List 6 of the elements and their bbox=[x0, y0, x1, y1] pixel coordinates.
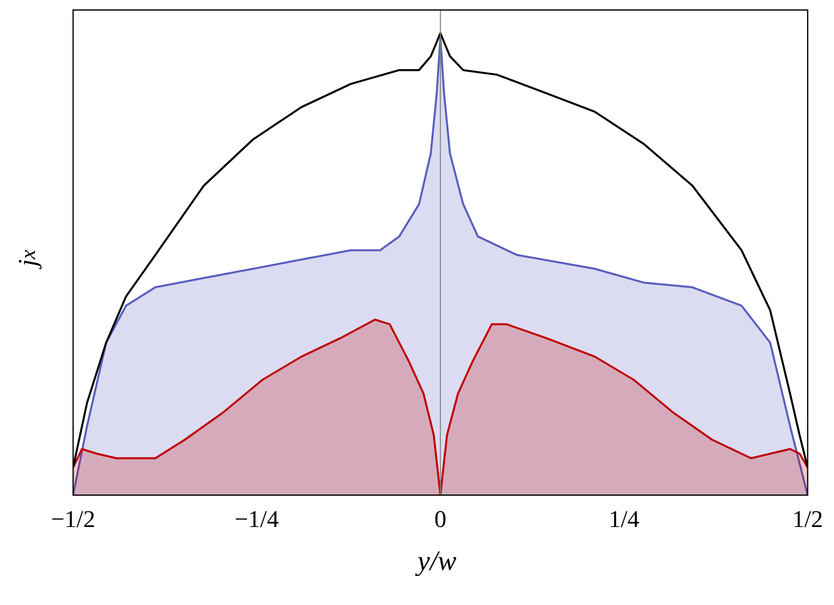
x-tick-label: 0 bbox=[434, 506, 446, 533]
x-tick-label: −1/4 bbox=[234, 506, 279, 533]
x-axis-title: y/w bbox=[414, 546, 458, 578]
x-tick-label: −1/2 bbox=[51, 506, 96, 533]
x-tick-label: 1/4 bbox=[608, 506, 640, 533]
x-tick-label: 1/2 bbox=[792, 506, 823, 533]
